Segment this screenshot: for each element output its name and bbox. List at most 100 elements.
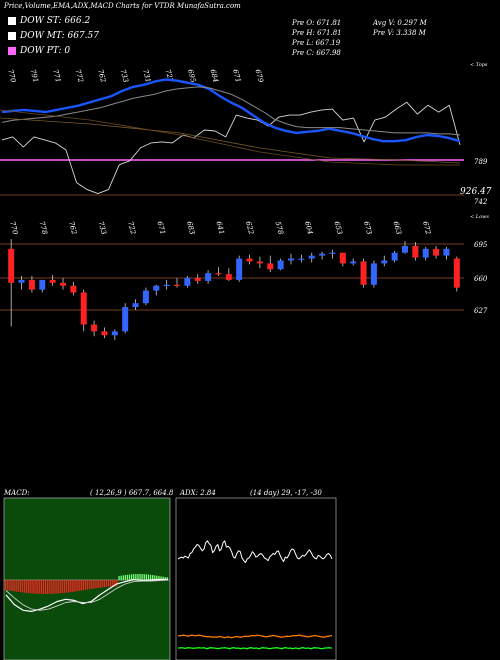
candle-body bbox=[412, 245, 419, 258]
macd-histogram-bar bbox=[5, 580, 7, 590]
candle-body bbox=[174, 284, 180, 286]
macd-histogram-bar bbox=[32, 580, 34, 594]
top-tick-label: 762 bbox=[96, 68, 107, 84]
macd-histogram-bar bbox=[72, 580, 74, 592]
macd-histogram-bar bbox=[26, 580, 28, 593]
candle-body bbox=[225, 274, 232, 280]
candle-body bbox=[246, 258, 253, 262]
candle-body bbox=[308, 255, 315, 259]
legend-swatch bbox=[8, 17, 16, 25]
macd-histogram-bar bbox=[149, 574, 152, 580]
candle-body bbox=[370, 263, 377, 285]
macd-histogram-bar bbox=[131, 574, 133, 580]
candle-body bbox=[402, 245, 408, 253]
candle-body bbox=[49, 279, 56, 283]
macd-histogram-bar bbox=[158, 576, 160, 580]
candle-body bbox=[298, 258, 305, 260]
top-right-label: 789 bbox=[474, 158, 488, 166]
legend-label: DOW PT: 0 bbox=[20, 46, 71, 56]
macd-histogram-bar bbox=[47, 580, 49, 594]
quote-pre-open: Pre O: 671.81 bbox=[292, 19, 342, 27]
candle-body bbox=[453, 258, 460, 288]
macd-histogram-bar bbox=[55, 580, 57, 594]
price-tick-label: 683 bbox=[185, 220, 196, 236]
macd-histogram-bar bbox=[139, 574, 141, 580]
candle-body bbox=[443, 248, 450, 256]
legend-dow-pt: DOW PT: 0 bbox=[8, 46, 70, 56]
adx-values: (14 day) 29, -17, -30 bbox=[250, 489, 322, 497]
candle-body bbox=[350, 261, 357, 264]
candle-body bbox=[319, 253, 326, 256]
top-tick-label: 791 bbox=[29, 68, 40, 83]
macd-frame bbox=[3, 497, 171, 660]
candle-body bbox=[132, 303, 139, 308]
macd-signal-line bbox=[5, 579, 169, 611]
macd-histogram-bar bbox=[76, 580, 78, 592]
ema-slow-line bbox=[1, 86, 461, 136]
price-close-line bbox=[1, 101, 461, 195]
macd-histogram-bar bbox=[128, 574, 131, 580]
top-tick-label: 733 bbox=[119, 68, 130, 84]
candle-body bbox=[153, 285, 160, 291]
macd-histogram-bar bbox=[36, 580, 38, 594]
macd-histogram-bar bbox=[120, 575, 122, 580]
candle-body bbox=[60, 282, 66, 286]
top-tick-label: 771 bbox=[51, 68, 62, 83]
macd-histogram-bar bbox=[160, 576, 162, 580]
macd-histogram-bar bbox=[51, 580, 53, 594]
top-right-label: 742 bbox=[474, 198, 488, 206]
macd-histogram-bar bbox=[70, 580, 72, 593]
candle-body bbox=[18, 279, 25, 283]
price-tick-label: 604 bbox=[303, 220, 314, 235]
macd-histogram-bar bbox=[147, 574, 150, 580]
legend-label: DOW MT: 667.57 bbox=[20, 31, 99, 41]
candle-body bbox=[277, 260, 284, 270]
top-tick-label: 731 bbox=[141, 68, 152, 83]
candle-body bbox=[391, 252, 398, 261]
price-corner-label: < Lows bbox=[470, 214, 489, 220]
top-tick-label: 679 bbox=[254, 68, 265, 84]
macd-histogram-bar bbox=[166, 577, 168, 580]
macd-histogram-bar bbox=[116, 580, 118, 587]
macd-histogram-bar bbox=[11, 580, 13, 591]
quote-avg-volume: Avg V: 0.297 M bbox=[373, 19, 427, 27]
candle-body bbox=[422, 248, 429, 258]
price-tick-label: 622 bbox=[244, 220, 255, 236]
minus-di-line bbox=[177, 634, 333, 639]
top-tick-label: 695 bbox=[186, 68, 197, 84]
price-level-label: 695 bbox=[474, 241, 488, 249]
macd-histogram-bar bbox=[97, 580, 99, 588]
macd-histogram-bar bbox=[118, 576, 120, 580]
price-tick-label: 762 bbox=[67, 220, 78, 236]
macd-histogram-bar bbox=[78, 580, 80, 591]
plus-di-line bbox=[178, 647, 332, 650]
ema-long-line bbox=[0, 117, 461, 164]
price-tick-label: 778 bbox=[38, 220, 49, 236]
legend-dow-st: DOW ST: 666.2 bbox=[8, 16, 90, 26]
macd-histogram-bar bbox=[44, 580, 47, 594]
legend-swatch bbox=[8, 32, 16, 40]
adx-frame bbox=[175, 497, 337, 660]
candle-body bbox=[163, 284, 170, 286]
macd-histogram-bar bbox=[141, 574, 143, 580]
macd-histogram-bar bbox=[143, 574, 145, 580]
macd-histogram-bar bbox=[34, 580, 36, 594]
legend-swatch bbox=[8, 47, 16, 55]
macd-histogram-bar bbox=[38, 580, 40, 594]
macd-histogram-bar bbox=[107, 580, 110, 587]
top-tick-label: 684 bbox=[209, 68, 220, 83]
price-tick-label: 770 bbox=[8, 220, 19, 236]
top-tick-label: 671 bbox=[231, 68, 242, 83]
macd-histogram-bar bbox=[49, 580, 51, 594]
candle-body bbox=[142, 290, 149, 304]
top-tick-label: 727 bbox=[164, 68, 175, 84]
macd-histogram-bar bbox=[17, 580, 19, 592]
quote-pre-low: Pre L: 667.19 bbox=[292, 39, 341, 47]
macd-histogram-bar bbox=[137, 574, 139, 580]
candle-body bbox=[329, 252, 336, 254]
candle-body bbox=[8, 248, 15, 283]
macd-histogram-bar bbox=[124, 575, 126, 580]
candle-body bbox=[267, 263, 274, 270]
macd-histogram-bar bbox=[86, 580, 89, 590]
macd-histogram-bar bbox=[53, 580, 55, 594]
